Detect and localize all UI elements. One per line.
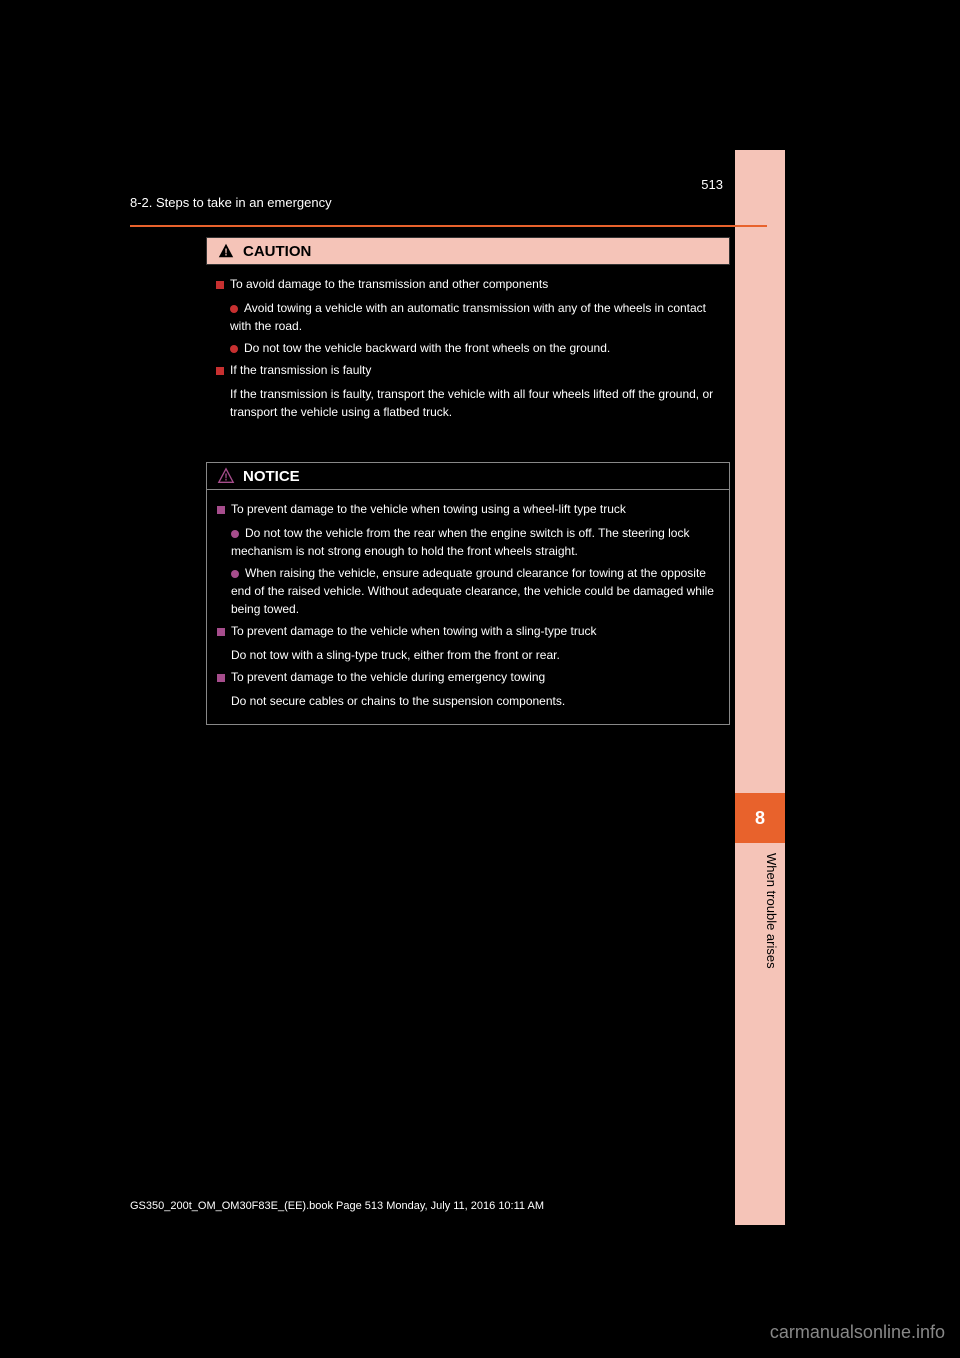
- notice-text: Do not tow the vehicle from the rear whe…: [231, 526, 689, 558]
- notice-item: To prevent damage to the vehicle when to…: [213, 500, 723, 518]
- square-bullet-icon: [216, 367, 224, 375]
- notice-plain-text: Do not secure cables or chains to the su…: [213, 692, 723, 710]
- warning-triangle-icon: !: [217, 242, 235, 260]
- watermark-text: carmanualsonline.info: [770, 1322, 945, 1343]
- section-header: 8-2. Steps to take in an emergency: [130, 195, 332, 210]
- notice-plain-text: Do not tow with a sling-type truck, eith…: [213, 646, 723, 664]
- notice-item: To prevent damage to the vehicle during …: [213, 668, 723, 686]
- svg-text:!: !: [224, 248, 227, 259]
- caution-box: ! CAUTION To avoid damage to the transmi…: [206, 237, 730, 435]
- caution-text: Avoid towing a vehicle with an automatic…: [230, 301, 706, 333]
- round-bullet-icon: [231, 530, 239, 538]
- caution-title: CAUTION: [243, 243, 311, 260]
- page-number: 513: [701, 177, 723, 192]
- round-bullet-icon: [231, 570, 239, 578]
- page-container: 8 When trouble arises 513 8-2. Steps to …: [0, 0, 960, 1225]
- caution-text: To avoid damage to the transmission and …: [230, 277, 548, 291]
- caution-content: To avoid damage to the transmission and …: [206, 265, 730, 435]
- side-tab-chapter-title: When trouble arises: [764, 853, 779, 993]
- square-bullet-icon: [216, 281, 224, 289]
- side-tab-chapter-number: 8: [735, 793, 785, 843]
- notice-subitem: When raising the vehicle, ensure adequat…: [213, 564, 723, 618]
- square-bullet-icon: [217, 628, 225, 636]
- notice-subitem: Do not tow the vehicle from the rear whe…: [213, 524, 723, 560]
- notice-text: When raising the vehicle, ensure adequat…: [231, 566, 714, 616]
- caution-subitem: Avoid towing a vehicle with an automatic…: [212, 299, 724, 335]
- notice-text: To prevent damage to the vehicle when to…: [231, 502, 626, 516]
- document-code: GS350_200t_OM_OM30F83E_(EE).book Page 51…: [130, 1200, 544, 1212]
- caution-text: If the transmission is faulty: [230, 363, 371, 377]
- caution-item: To avoid damage to the transmission and …: [212, 275, 724, 293]
- square-bullet-icon: [217, 506, 225, 514]
- warning-triangle-outline-icon: !: [217, 467, 235, 485]
- caution-subitem: Do not tow the vehicle backward with the…: [212, 339, 724, 357]
- notice-text: To prevent damage to the vehicle when to…: [231, 624, 597, 638]
- notice-box: ! NOTICE To prevent damage to the vehicl…: [206, 462, 730, 725]
- caution-header: ! CAUTION: [206, 237, 730, 265]
- round-bullet-icon: [230, 305, 238, 313]
- caution-body: If the transmission is faulty, transport…: [212, 385, 724, 421]
- notice-title: NOTICE: [243, 468, 300, 485]
- side-tab-background: [735, 150, 785, 1225]
- notice-content: To prevent damage to the vehicle when to…: [207, 490, 729, 724]
- svg-text:!: !: [224, 473, 227, 484]
- caution-item: If the transmission is faulty: [212, 361, 724, 379]
- header-divider: [130, 225, 767, 227]
- notice-text: To prevent damage to the vehicle during …: [231, 670, 545, 684]
- square-bullet-icon: [217, 674, 225, 682]
- notice-header: ! NOTICE: [207, 463, 729, 490]
- caution-text: Do not tow the vehicle backward with the…: [244, 341, 610, 355]
- notice-item: To prevent damage to the vehicle when to…: [213, 622, 723, 640]
- round-bullet-icon: [230, 345, 238, 353]
